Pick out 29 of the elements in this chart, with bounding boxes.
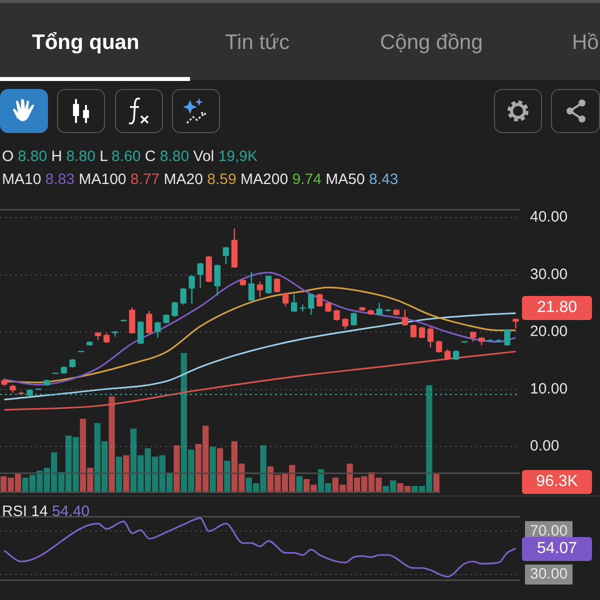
text: Tin tức <box>225 31 290 55</box>
bar <box>210 446 216 493</box>
candlestick <box>495 338 502 343</box>
bar <box>116 456 122 493</box>
y-tick-label: 0.00 <box>530 438 560 455</box>
text: Cộng đồng <box>380 31 483 55</box>
text: O 8.80 H 8.80 L 8.60 C 8.80 Vol 19,9K <box>2 148 258 165</box>
text: Tổng quan <box>32 31 140 55</box>
text: 96.3K <box>522 470 592 494</box>
y-tick-label: 30.00 <box>530 566 568 583</box>
bar <box>174 445 180 493</box>
bar <box>108 396 115 493</box>
y-tick-label: 40.00 <box>530 208 568 226</box>
line-series <box>3 517 517 578</box>
bar <box>296 476 302 493</box>
line-series <box>3 312 517 400</box>
text: 21.80 <box>522 296 592 320</box>
bar <box>123 455 130 493</box>
text: 54.07 <box>536 540 578 557</box>
text: Hồ <box>572 31 599 55</box>
bar <box>216 448 224 493</box>
bar <box>224 460 230 493</box>
text: MA10 8.83 MA100 8.77 MA20 8.59 MA200 9.74 MA50 8.43 <box>2 171 398 188</box>
y-tick-label: 70.00 <box>530 522 568 540</box>
y-tick-label: 20.00 <box>530 323 568 340</box>
y-tick-label: 10.00 <box>530 380 568 398</box>
annotation: RSI 14 54.40 <box>2 503 90 520</box>
y-tick-label: 30.00 <box>530 266 568 283</box>
line-series <box>3 350 517 411</box>
